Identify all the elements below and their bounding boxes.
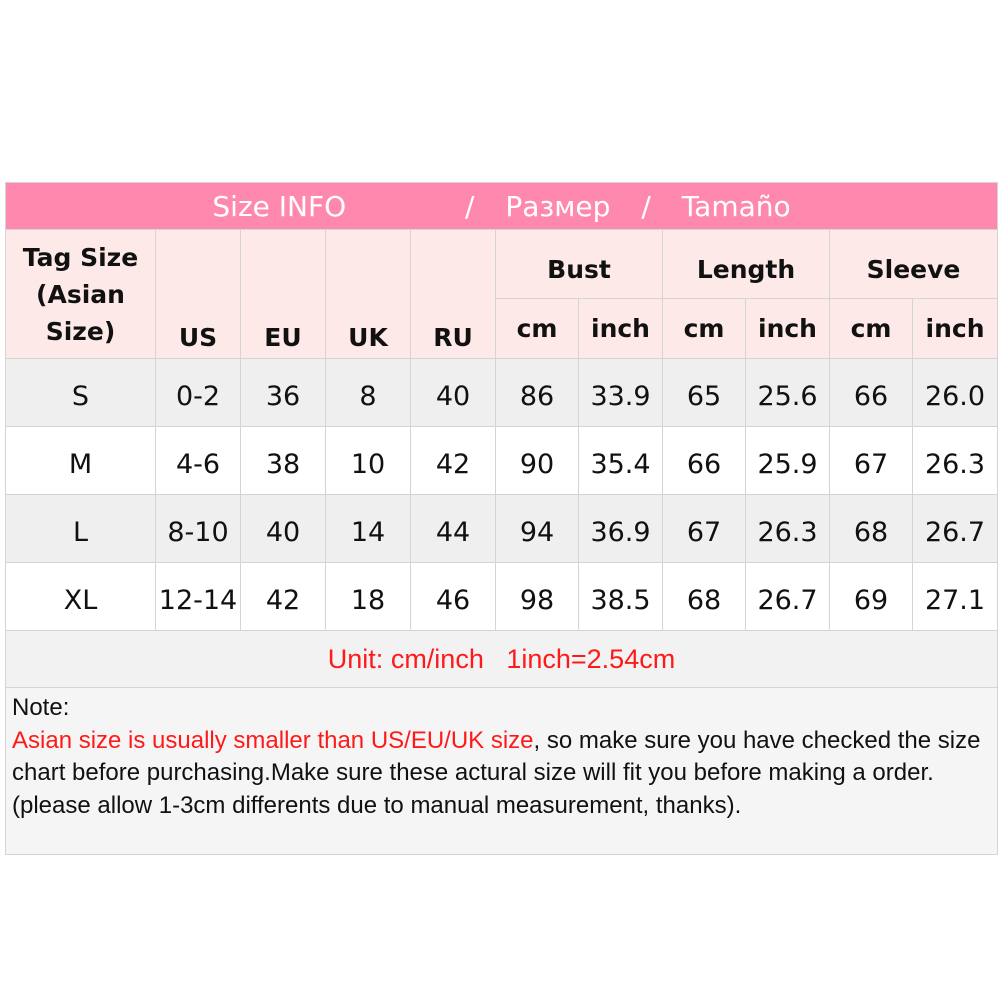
header-us: US <box>155 229 241 359</box>
header-ru: RU <box>410 229 496 359</box>
header-length-cm: cm <box>662 298 746 359</box>
table-title: Size INFO / Размер / Tamaño <box>4 182 999 230</box>
note-label: Note: <box>12 694 70 721</box>
header-length-inch: inch <box>745 298 830 359</box>
header-bust-inch: inch <box>578 298 663 359</box>
note-block: Note: Asian size is usually smaller than… <box>4 687 999 855</box>
header-uk: UK <box>325 229 411 359</box>
note-highlight: Asian size is usually smaller than US/EU… <box>12 726 534 754</box>
size-chart-table: Size INFO / Размер / Tamaño Tag Size (As… <box>4 182 999 855</box>
table-row: M 4-6 38 10 42 90 35.4 66 25.9 67 26.3 <box>5 426 999 495</box>
header-length: Length <box>662 229 830 299</box>
header-bust-cm: cm <box>495 298 579 359</box>
table-row: S 0-2 36 8 40 86 33.9 65 25.6 66 26.0 <box>5 358 999 427</box>
header-sleeve-cm: cm <box>829 298 913 359</box>
header-eu: EU <box>240 229 326 359</box>
header-sleeve: Sleeve <box>828 229 999 299</box>
table-row: L 8-10 40 14 44 94 36.9 67 26.3 68 26.7 <box>5 494 999 563</box>
header-bust: Bust <box>495 229 663 299</box>
table-row: XL 12-14 42 18 46 98 38.5 68 26.7 69 27.1 <box>5 562 999 631</box>
note-text: , so make sure you have checked the size… <box>12 726 981 819</box>
header-tag-size: Tag Size (Asian Size) <box>5 229 156 359</box>
unit-note: Unit: cm/inch 1inch=2.54cm <box>4 630 999 688</box>
header-sleeve-inch: inch <box>911 298 999 359</box>
